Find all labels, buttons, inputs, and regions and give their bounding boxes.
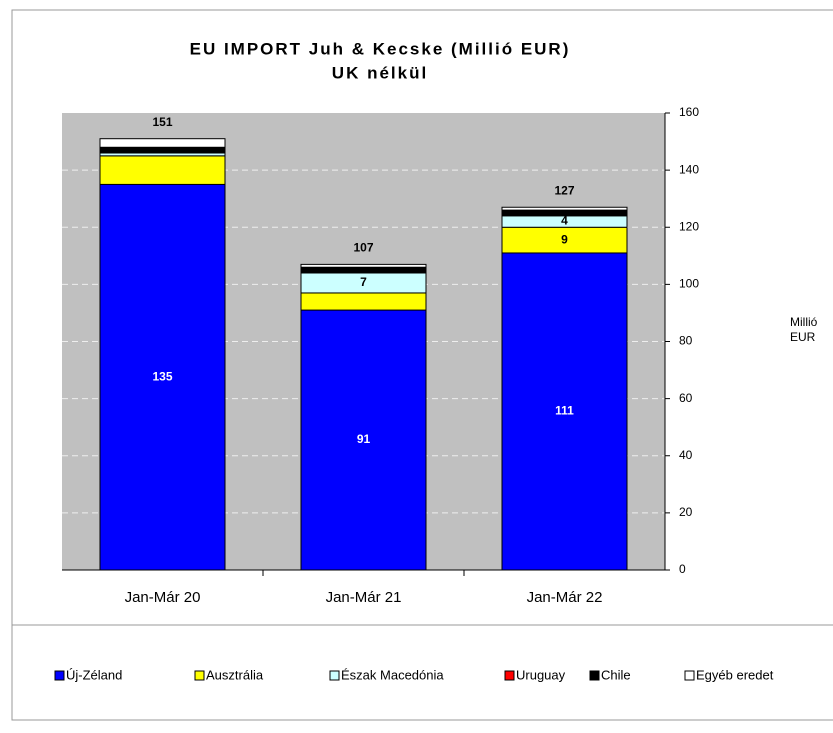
legend-box (11, 624, 833, 721)
data-label: 4 (561, 214, 568, 228)
legend-swatch (504, 670, 515, 681)
data-label: 111 (555, 404, 574, 418)
legend-swatch (684, 670, 695, 681)
legend-swatch (54, 670, 65, 681)
y-axis-label: Millió EUR (790, 315, 818, 344)
y-tick-label: 100 (679, 277, 699, 291)
x-tick-label: Jan-Már 22 (527, 589, 603, 606)
data-label: 91 (357, 432, 371, 446)
bar-segment (300, 309, 427, 571)
legend-swatch (194, 670, 205, 681)
x-tick-label: Jan-Már 21 (326, 589, 402, 606)
total-label: 151 (152, 115, 172, 129)
legend-label: Chile (601, 667, 631, 682)
total-label: 107 (353, 241, 373, 255)
bar-segment (501, 206, 628, 211)
legend-label: Észak Macedónia (341, 667, 444, 682)
data-label: 2 (159, 142, 166, 156)
legend-swatch (329, 670, 340, 681)
y-tick-label: 60 (679, 391, 693, 405)
y-tick-label: 140 (679, 162, 699, 176)
y-tick-label: 160 (679, 105, 699, 119)
legend-label: Uruguay (516, 667, 566, 682)
bar-segment (300, 263, 427, 268)
bar-segment (501, 252, 628, 571)
bar-segment (501, 209, 628, 217)
bar-segment (99, 138, 226, 148)
x-tick-label: Jan-Már 20 (125, 589, 201, 606)
y-tick-label: 0 (679, 562, 686, 576)
legend-swatch (589, 670, 600, 681)
legend-label: Új-Zéland (66, 667, 122, 682)
legend-label: Egyéb eredet (696, 667, 774, 682)
y-tick-label: 20 (679, 505, 693, 519)
chart-subtitle: UK nélkül (332, 63, 428, 82)
bar-segment (99, 183, 226, 571)
bar-segment (99, 155, 226, 185)
bar-segment (501, 226, 628, 254)
bar-segment (300, 266, 427, 274)
y-tick-label: 120 (679, 219, 699, 233)
bar-segment (300, 292, 427, 311)
data-label: 7 (360, 275, 367, 289)
y-tick-label: 80 (679, 334, 693, 348)
data-label: 135 (152, 369, 172, 383)
total-label: 127 (554, 183, 574, 197)
data-label: 9 (561, 232, 568, 246)
chart-title: EU IMPORT Juh & Kecske (Millió EUR) (190, 39, 571, 58)
y-tick-label: 40 (679, 448, 693, 462)
legend-label: Ausztrália (206, 667, 264, 682)
